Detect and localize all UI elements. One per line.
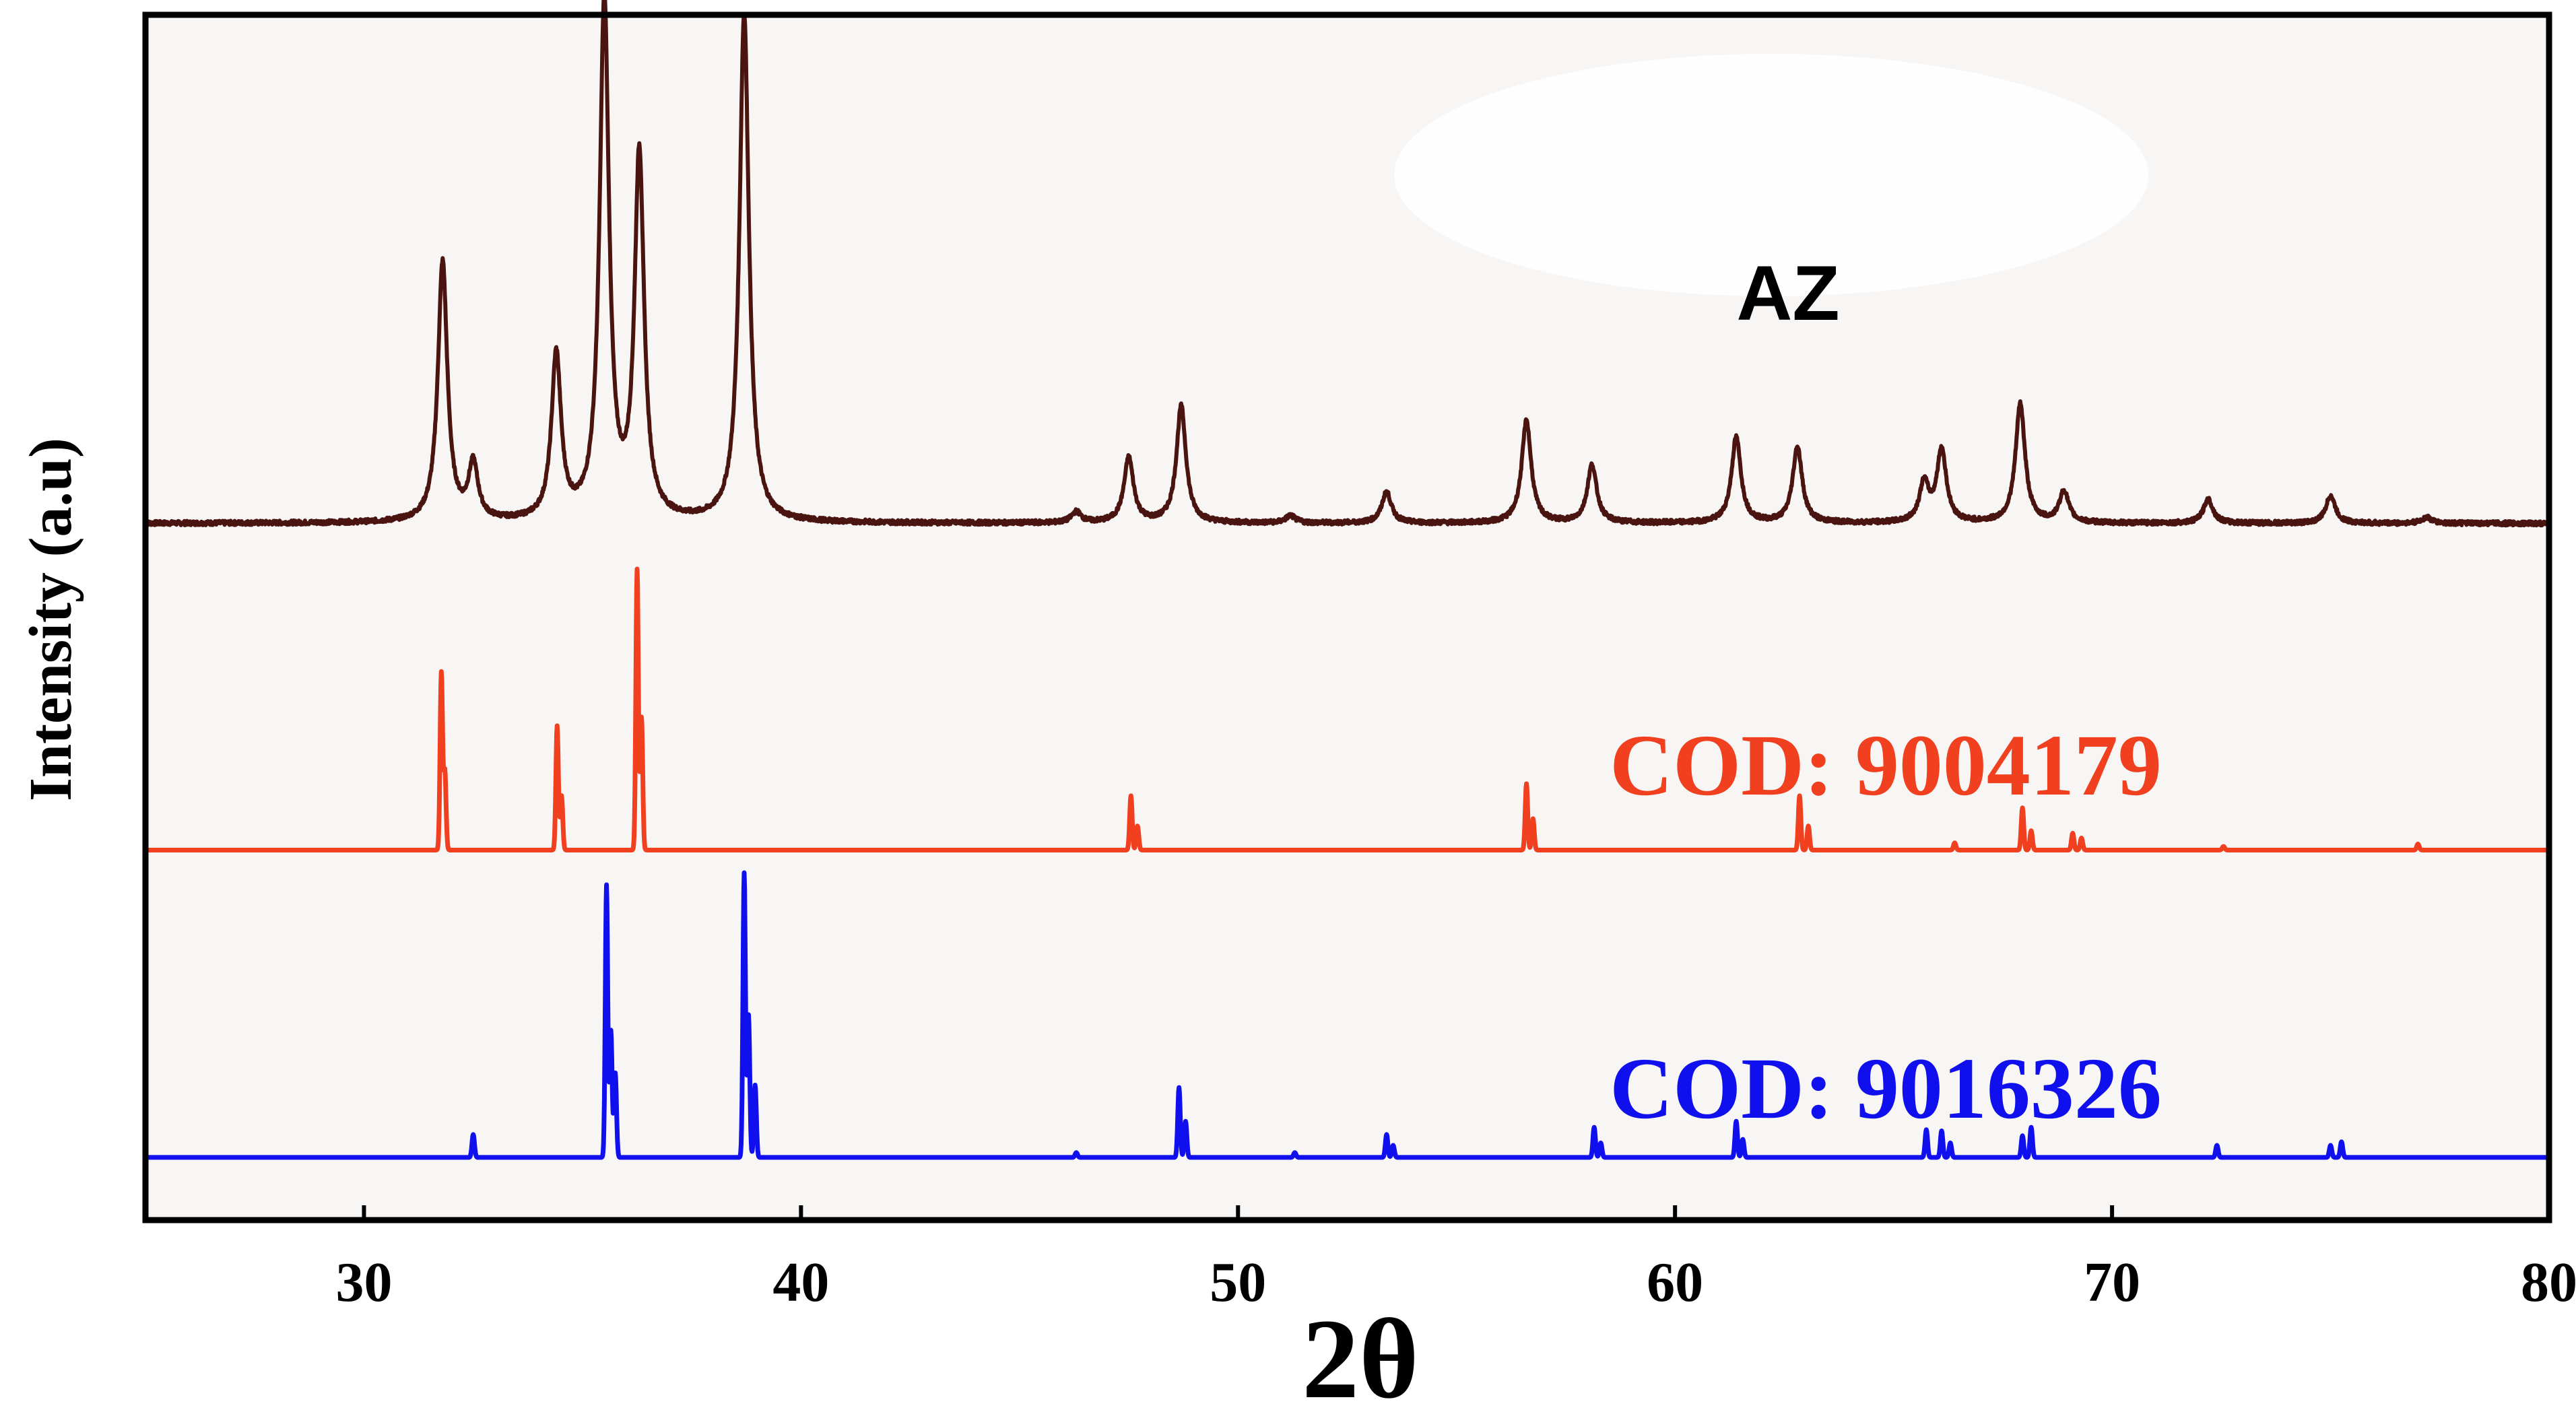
x-tick-label-50: 50 bbox=[1210, 1251, 1266, 1314]
series-line-az bbox=[143, 0, 2551, 528]
series-layer bbox=[143, 0, 2551, 1160]
y-axis-label: Intensity (a.u) bbox=[18, 438, 84, 801]
series-label-cod-9004179: COD: 9004179 bbox=[1610, 717, 2162, 814]
x-tick-label-40: 40 bbox=[772, 1251, 829, 1314]
series-label-cod-9016326: COD: 9016326 bbox=[1610, 1040, 2162, 1137]
x-tick-label-70: 70 bbox=[2084, 1251, 2140, 1314]
plot-area-background bbox=[145, 15, 2549, 1220]
series-line-cod-9016326 bbox=[143, 870, 2551, 1160]
label-highlight-glow bbox=[1394, 54, 2148, 296]
plot-frame bbox=[142, 11, 2552, 1223]
x-axis-label: 2θ bbox=[1302, 1296, 1419, 1412]
x-tick-label-80: 80 bbox=[2521, 1251, 2576, 1314]
series-line-cod-9004179 bbox=[143, 566, 2551, 852]
series-label-az: AZ bbox=[1736, 250, 1839, 337]
x-tick-label-60: 60 bbox=[1647, 1251, 1703, 1314]
x-ticks: 30 40 50 60 70 80 bbox=[335, 1205, 2576, 1314]
x-tick-label-30: 30 bbox=[335, 1251, 392, 1314]
